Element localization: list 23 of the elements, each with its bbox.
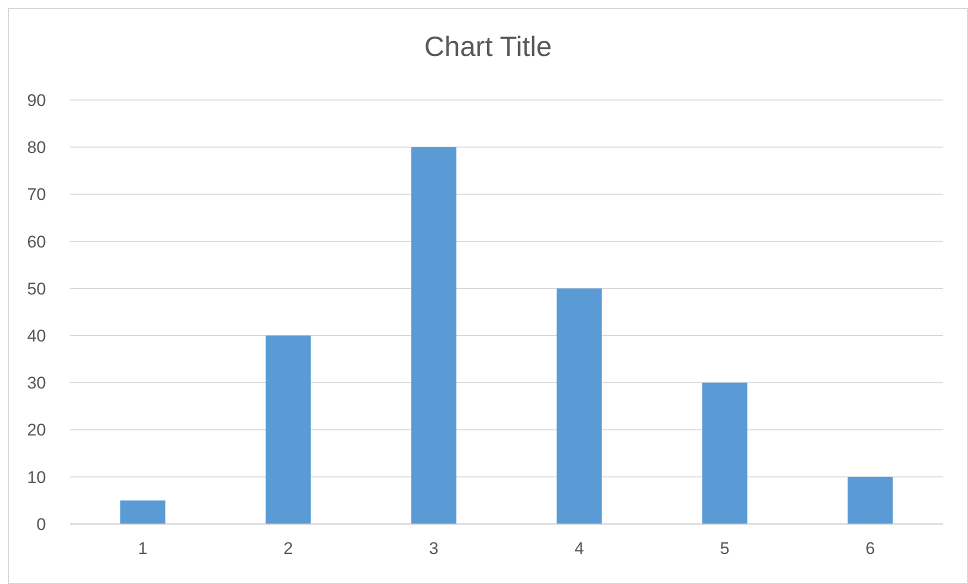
x-tick-label: 6	[866, 539, 875, 558]
bar	[411, 147, 456, 524]
y-tick-label: 10	[27, 468, 46, 487]
x-tick-label: 2	[284, 539, 293, 558]
y-tick-label: 90	[27, 90, 46, 110]
chart-title: Chart Title	[424, 31, 552, 62]
y-tick-label: 80	[27, 138, 46, 158]
y-tick-label: 60	[27, 232, 46, 252]
x-tick-label: 1	[138, 539, 148, 558]
y-tick-label: 70	[27, 185, 46, 204]
bar	[120, 500, 166, 524]
y-tick-label: 20	[27, 420, 46, 440]
bar	[848, 476, 893, 524]
y-tick-label: 0	[36, 514, 46, 534]
bar	[556, 288, 602, 524]
bar	[702, 382, 748, 524]
y-tick-label: 50	[27, 279, 46, 298]
x-tick-label: 4	[574, 539, 584, 558]
y-tick-label: 40	[27, 326, 46, 346]
x-tick-label: 5	[720, 539, 730, 558]
bar	[266, 336, 311, 524]
y-tick-label: 30	[27, 374, 46, 393]
x-tick-label: 3	[429, 539, 438, 558]
